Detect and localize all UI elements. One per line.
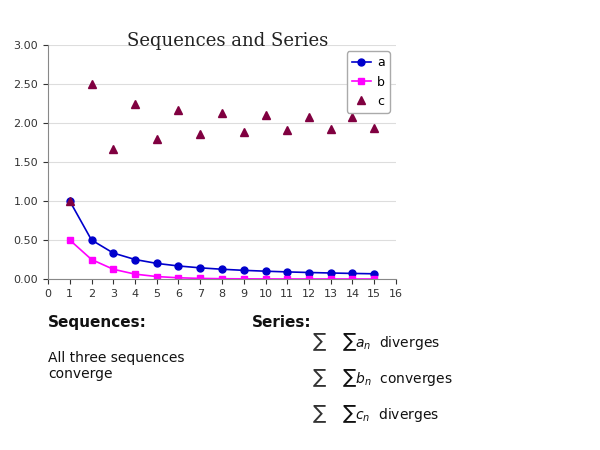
a xyxy=(88,237,95,243)
c xyxy=(371,126,378,131)
b xyxy=(153,274,160,279)
b xyxy=(131,271,139,277)
a xyxy=(327,270,334,276)
a xyxy=(349,271,356,276)
c xyxy=(305,114,313,119)
c xyxy=(175,107,182,112)
Text: Sequences and Series: Sequences and Series xyxy=(127,32,329,50)
b xyxy=(110,266,117,272)
b xyxy=(327,276,334,282)
a xyxy=(110,250,117,256)
c xyxy=(240,129,247,135)
b xyxy=(349,276,356,282)
b xyxy=(66,237,73,243)
a xyxy=(218,266,226,272)
Line: b: b xyxy=(66,237,378,283)
b xyxy=(371,276,378,282)
Text: All three sequences
converge: All three sequences converge xyxy=(48,351,185,381)
b xyxy=(262,276,269,282)
Text: $\sum$: $\sum$ xyxy=(312,331,327,353)
c xyxy=(218,111,226,116)
b xyxy=(305,276,313,282)
a xyxy=(175,263,182,269)
b xyxy=(88,257,95,262)
c xyxy=(284,127,291,133)
c xyxy=(197,131,204,137)
c xyxy=(349,115,356,120)
a xyxy=(262,269,269,274)
b xyxy=(175,275,182,280)
Text: $\sum$: $\sum$ xyxy=(312,367,327,389)
a xyxy=(305,270,313,275)
c xyxy=(88,81,95,87)
Line: a: a xyxy=(66,198,378,277)
Text: $\sum$: $\sum$ xyxy=(312,403,327,425)
a xyxy=(284,269,291,274)
Text: Series:: Series: xyxy=(252,315,311,330)
b xyxy=(240,276,247,282)
Text: $\sum b_n$  converges: $\sum b_n$ converges xyxy=(342,367,452,389)
c xyxy=(262,112,269,118)
c xyxy=(110,146,117,152)
c xyxy=(66,198,73,204)
Legend: a, b, c: a, b, c xyxy=(347,51,390,113)
b xyxy=(197,276,204,281)
c xyxy=(327,126,334,132)
Text: $\sum c_n$  diverges: $\sum c_n$ diverges xyxy=(342,403,439,425)
a xyxy=(131,257,139,262)
c xyxy=(153,136,160,141)
Text: Sequences:: Sequences: xyxy=(48,315,147,330)
a xyxy=(371,271,378,276)
Text: $\sum a_n$  diverges: $\sum a_n$ diverges xyxy=(342,331,440,353)
c xyxy=(131,101,139,106)
a xyxy=(66,198,73,204)
b xyxy=(284,276,291,282)
a xyxy=(240,268,247,273)
a xyxy=(153,261,160,266)
Line: c: c xyxy=(65,80,379,205)
b xyxy=(218,276,226,281)
a xyxy=(197,265,204,270)
